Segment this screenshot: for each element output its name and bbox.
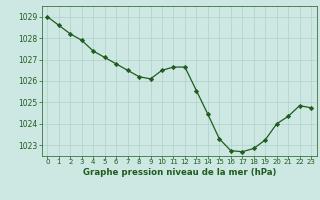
X-axis label: Graphe pression niveau de la mer (hPa): Graphe pression niveau de la mer (hPa): [83, 168, 276, 177]
